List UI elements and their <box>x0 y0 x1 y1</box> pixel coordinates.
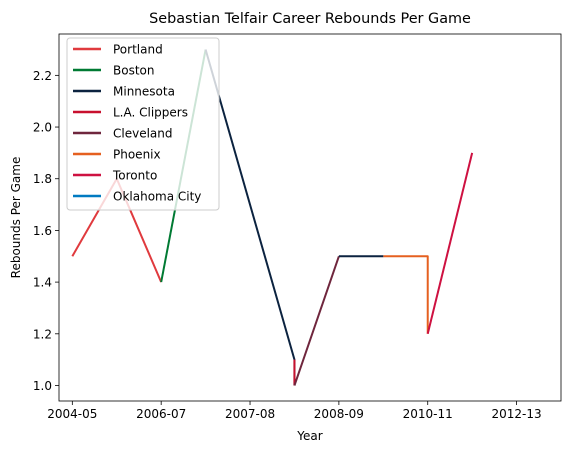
x-tick-label: 2007-08 <box>225 407 275 421</box>
x-tick-label: 2010-11 <box>403 407 453 421</box>
series-lines <box>71 49 474 386</box>
x-tick-label: 2004-05 <box>47 407 97 421</box>
y-tick-label: 2.2 <box>33 69 52 83</box>
y-tick-label: 1.0 <box>33 379 52 393</box>
y-axis-ticks: 1.0 1.2 1.4 1.6 1.8 2.0 2.2 <box>33 69 59 393</box>
y-tick-label: 2.0 <box>33 121 52 135</box>
x-tick-label: 2006-07 <box>136 407 186 421</box>
chart-title: Sebastian Telfair Career Rebounds Per Ga… <box>149 11 471 27</box>
legend-label: Toronto <box>112 169 157 183</box>
legend-label: Oklahoma City <box>113 190 201 204</box>
x-axis-ticks: 2004-05 2006-07 2007-08 2008-09 2010-11 2012-… <box>47 401 542 421</box>
plot-frame <box>58 33 562 402</box>
legend-label: Phoenix <box>113 148 161 162</box>
x-tick-label: 2008-09 <box>314 407 364 421</box>
y-axis-label: Rebounds Per Game <box>9 157 23 279</box>
y-tick-label: 1.6 <box>33 224 52 238</box>
legend-label: Portland <box>113 43 163 57</box>
legend-label: L.A. Clippers <box>113 106 188 120</box>
x-tick-label: 2012-13 <box>492 407 542 421</box>
legend-frame <box>66 37 220 211</box>
y-tick-label: 1.2 <box>33 327 52 341</box>
y-tick-label: 1.4 <box>33 276 52 290</box>
x-axis-label: Year <box>296 429 322 443</box>
legend-label: Minnesota <box>113 85 175 99</box>
legend: Portland Boston Minnesota L.A. Clippers Clev… <box>66 37 220 211</box>
series-line-cleveland <box>293 255 340 386</box>
legend-label: Boston <box>113 64 154 78</box>
series-line-phoenix <box>383 255 429 334</box>
series-line-toronto <box>426 152 474 335</box>
legend-label: Cleveland <box>113 127 173 141</box>
y-tick-label: 1.8 <box>33 172 52 186</box>
